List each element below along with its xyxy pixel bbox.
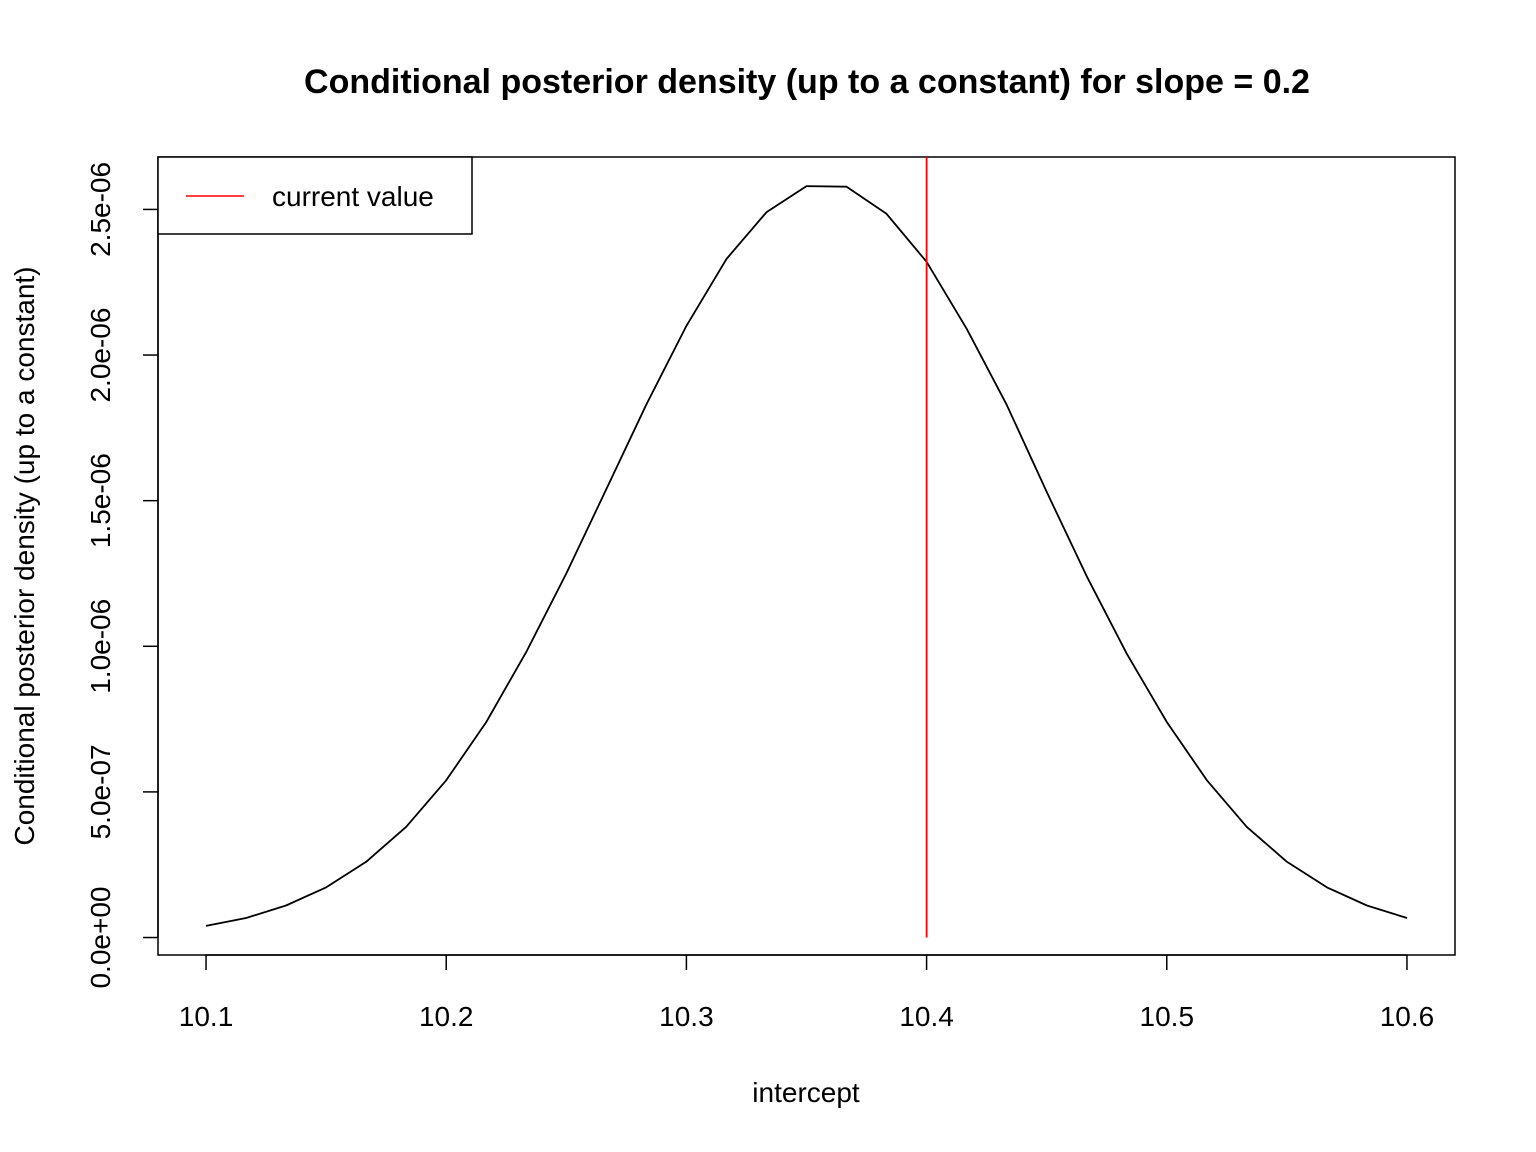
y-tick-label: 2.5e-06	[85, 162, 116, 257]
x-tick-label: 10.2	[419, 1001, 474, 1032]
x-tick-label: 10.5	[1140, 1001, 1195, 1032]
y-tick-label: 2.0e-06	[85, 308, 116, 403]
y-tick-label: 5.0e-07	[85, 744, 116, 839]
y-axis: 0.0e+00 5.0e-07 1.0e-06 1.5e-06 2.0e-06 2.5e-…	[85, 162, 159, 989]
legend-label-current-value: current value	[272, 181, 434, 212]
series-layer	[205, 157, 1408, 938]
chart-title: Conditional posterior density (up to a c…	[304, 63, 1310, 101]
x-tick-label: 10.4	[899, 1001, 954, 1032]
y-tick-label: 0.0e+00	[85, 887, 116, 989]
y-tick-label: 1.0e-06	[85, 599, 116, 694]
x-tick-label: 10.1	[179, 1001, 234, 1032]
x-tick-label: 10.3	[659, 1001, 714, 1032]
legend: current value	[157, 156, 473, 235]
x-axis: 10.1 10.2 10.3 10.4 10.5 10.6	[179, 954, 1435, 1032]
y-axis-label: Conditional posterior density (up to a c…	[9, 267, 40, 846]
y-tick-label: 1.5e-06	[85, 453, 116, 548]
density-curve	[205, 185, 1408, 927]
x-tick-label: 10.6	[1380, 1001, 1435, 1032]
plot-frame	[157, 156, 1456, 956]
x-axis-label: intercept	[752, 1077, 860, 1108]
